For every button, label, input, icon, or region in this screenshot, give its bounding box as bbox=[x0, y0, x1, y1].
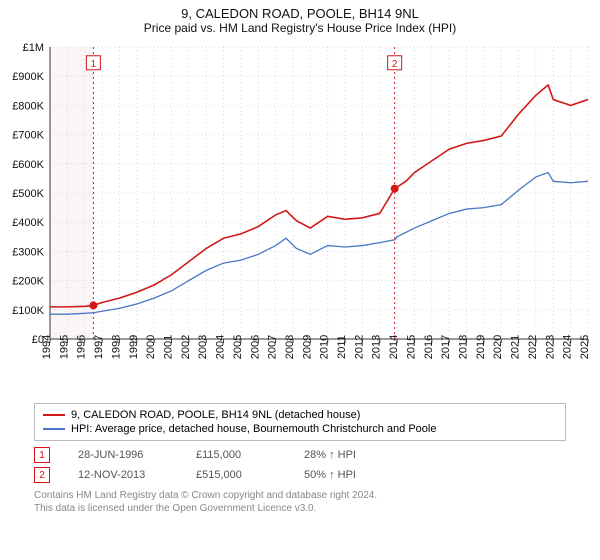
transaction-badge: 2 bbox=[34, 467, 50, 483]
svg-text:2002: 2002 bbox=[180, 335, 192, 359]
svg-text:1999: 1999 bbox=[128, 335, 140, 359]
svg-text:2022: 2022 bbox=[527, 335, 539, 359]
svg-text:2025: 2025 bbox=[579, 335, 591, 359]
price-chart: £0£100K£200K£300K£400K£500K£600K£700K£80… bbox=[0, 39, 600, 399]
legend-swatch bbox=[43, 428, 65, 430]
svg-text:2021: 2021 bbox=[510, 335, 522, 359]
transaction-delta: 28% ↑ HPI bbox=[304, 449, 356, 461]
transaction-row: 1 28-JUN-1996 £115,000 28% ↑ HPI bbox=[34, 445, 566, 465]
svg-text:£700K: £700K bbox=[12, 130, 44, 142]
svg-text:£600K: £600K bbox=[12, 159, 44, 171]
footer-attribution: Contains HM Land Registry data © Crown c… bbox=[34, 489, 566, 515]
svg-text:2023: 2023 bbox=[544, 335, 556, 359]
svg-text:2005: 2005 bbox=[232, 335, 244, 359]
transaction-price: £115,000 bbox=[196, 449, 276, 461]
legend-swatch bbox=[43, 414, 65, 416]
svg-text:£800K: £800K bbox=[12, 100, 44, 112]
svg-text:1995: 1995 bbox=[58, 335, 70, 359]
svg-text:2: 2 bbox=[392, 59, 398, 70]
svg-text:2000: 2000 bbox=[145, 335, 157, 359]
transaction-row: 2 12-NOV-2013 £515,000 50% ↑ HPI bbox=[34, 465, 566, 485]
transactions-table: 1 28-JUN-1996 £115,000 28% ↑ HPI 2 12-NO… bbox=[34, 445, 566, 485]
legend-item: 9, CALEDON ROAD, POOLE, BH14 9NL (detach… bbox=[43, 408, 557, 422]
svg-text:2003: 2003 bbox=[197, 335, 209, 359]
transaction-price: £515,000 bbox=[196, 469, 276, 481]
footer-line: Contains HM Land Registry data © Crown c… bbox=[34, 489, 566, 502]
svg-text:1997: 1997 bbox=[93, 335, 105, 359]
svg-text:£400K: £400K bbox=[12, 217, 44, 229]
svg-text:2018: 2018 bbox=[458, 335, 470, 359]
svg-text:2006: 2006 bbox=[249, 335, 261, 359]
svg-text:£500K: £500K bbox=[12, 188, 44, 200]
svg-text:2008: 2008 bbox=[284, 335, 296, 359]
legend-item: HPI: Average price, detached house, Bour… bbox=[43, 422, 557, 436]
page-subtitle: Price paid vs. HM Land Registry's House … bbox=[0, 21, 600, 39]
svg-text:£200K: £200K bbox=[12, 276, 44, 288]
svg-text:2020: 2020 bbox=[492, 335, 504, 359]
svg-text:1: 1 bbox=[91, 59, 97, 70]
svg-text:£1M: £1M bbox=[23, 42, 44, 54]
svg-text:2013: 2013 bbox=[371, 335, 383, 359]
svg-text:2004: 2004 bbox=[215, 335, 227, 359]
svg-text:2014: 2014 bbox=[388, 335, 400, 359]
transaction-badge: 1 bbox=[34, 447, 50, 463]
transaction-date: 28-JUN-1996 bbox=[78, 449, 168, 461]
svg-text:£900K: £900K bbox=[12, 71, 44, 83]
svg-text:2001: 2001 bbox=[162, 335, 174, 359]
page-title: 9, CALEDON ROAD, POOLE, BH14 9NL bbox=[0, 0, 600, 21]
svg-text:£300K: £300K bbox=[12, 246, 44, 258]
svg-text:2015: 2015 bbox=[405, 335, 417, 359]
svg-text:£100K: £100K bbox=[12, 305, 44, 317]
svg-text:2009: 2009 bbox=[301, 335, 313, 359]
footer-line: This data is licensed under the Open Gov… bbox=[34, 502, 566, 515]
svg-text:2010: 2010 bbox=[319, 335, 331, 359]
svg-text:2012: 2012 bbox=[353, 335, 365, 359]
transaction-date: 12-NOV-2013 bbox=[78, 469, 168, 481]
transaction-delta: 50% ↑ HPI bbox=[304, 469, 356, 481]
svg-text:2017: 2017 bbox=[440, 335, 452, 359]
svg-text:1994: 1994 bbox=[41, 335, 53, 359]
svg-text:2016: 2016 bbox=[423, 335, 435, 359]
svg-text:1996: 1996 bbox=[76, 335, 88, 359]
legend-label: 9, CALEDON ROAD, POOLE, BH14 9NL (detach… bbox=[71, 409, 360, 421]
legend-label: HPI: Average price, detached house, Bour… bbox=[71, 423, 436, 435]
legend: 9, CALEDON ROAD, POOLE, BH14 9NL (detach… bbox=[34, 403, 566, 441]
svg-text:1998: 1998 bbox=[110, 335, 122, 359]
svg-text:2007: 2007 bbox=[267, 335, 279, 359]
svg-text:2024: 2024 bbox=[562, 335, 574, 359]
svg-text:2019: 2019 bbox=[475, 335, 487, 359]
